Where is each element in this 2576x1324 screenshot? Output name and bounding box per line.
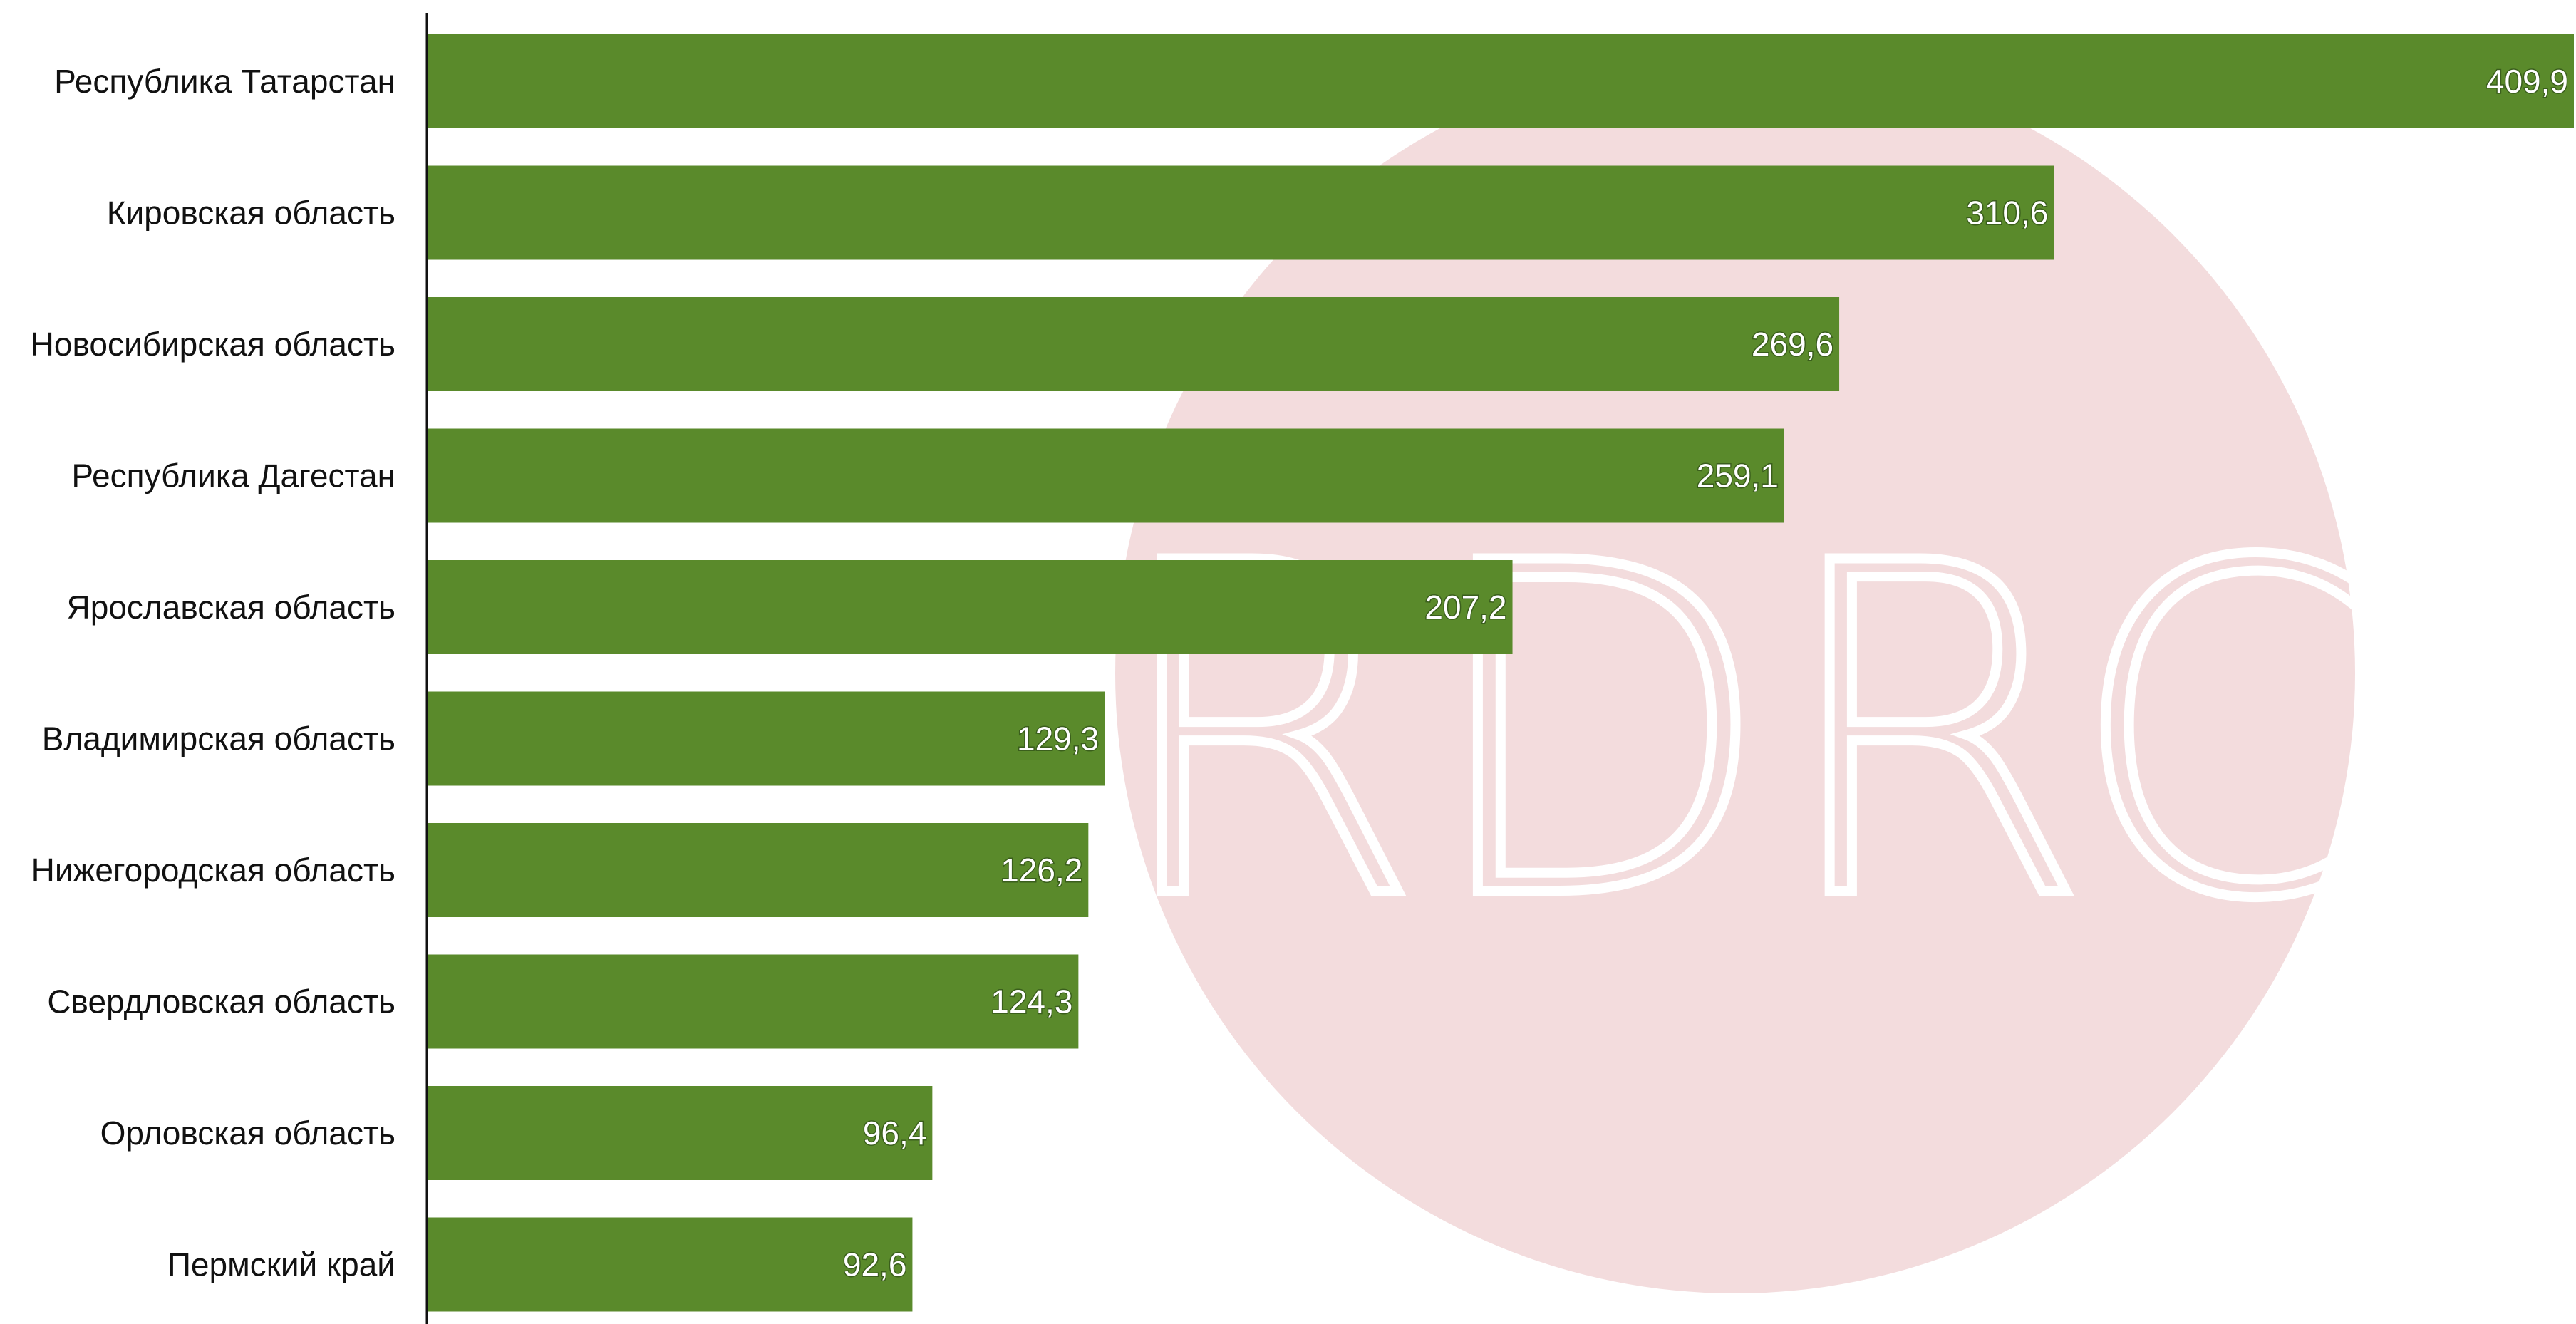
bar-10 [428,1217,913,1312]
value-labels: 409,9 310,6 269,6 259,1 207,2 129,3 126,2 124,3… [842,62,2569,1285]
bar-5 [428,560,1513,654]
value-label-2: 310,6 [1966,195,2048,232]
bar-8 [428,954,1079,1049]
value-label-1: 409,9 [2486,63,2568,100]
bar-2 [428,165,2054,260]
bar-1 [428,34,2574,128]
watermark-text: RDRC [1105,467,2386,998]
value-label-5: 207,2 [1424,589,1506,626]
bars-group [428,34,2574,1312]
value-label-8: 124,3 [990,983,1072,1020]
value-label-7: 126,2 [1000,852,1082,889]
value-label-6: 129,3 [1017,720,1099,757]
bar-3 [428,297,1840,391]
bar-9 [428,1086,933,1180]
category-label-4: Республика Дагестан [71,457,395,495]
value-label-10: 92,6 [843,1246,907,1283]
category-label-9: Орловская область [100,1114,395,1152]
category-label-8: Свердловская область [47,983,395,1020]
category-label-2: Кировская область [107,195,395,232]
bar-6 [428,691,1105,786]
bar-7 [428,823,1089,917]
category-label-5: Ярославская область [67,589,395,626]
value-label-4: 259,1 [1697,457,1779,495]
bar-4 [428,428,1784,523]
category-label-6: Владимирская область [42,720,395,757]
category-label-3: Новосибирская область [31,326,395,363]
category-label-1: Республика Татарстан [54,63,395,100]
category-label-7: Нижегородская область [31,852,395,889]
category-label-10: Пермский край [167,1246,395,1283]
value-label-3: 269,6 [1752,326,1833,363]
category-labels: Республика Татарстан Кировская область Нов… [31,63,395,1283]
value-label-9: 96,4 [863,1114,927,1152]
